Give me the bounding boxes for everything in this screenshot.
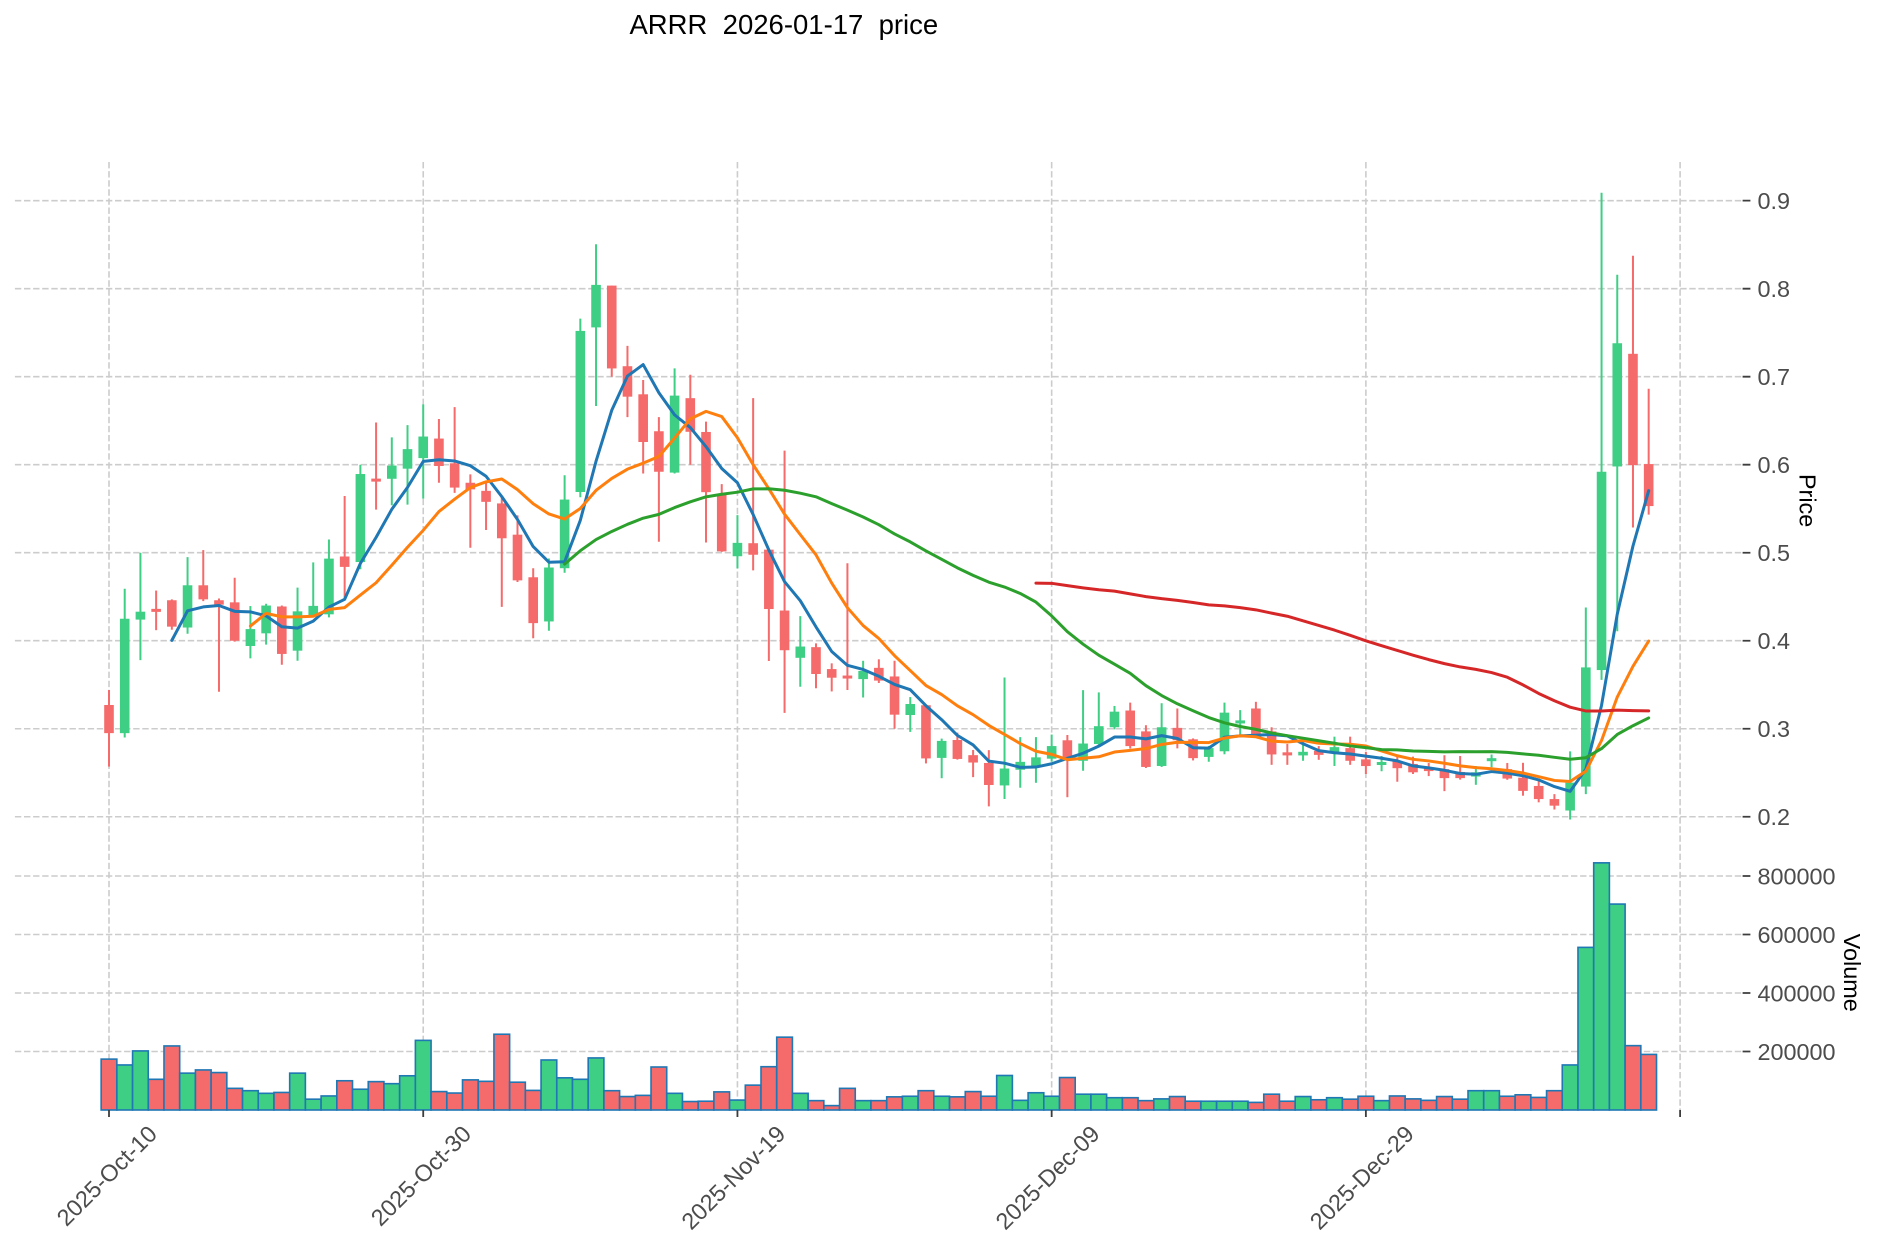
- svg-text:ARRR 2026-01-17 price: ARRR 2026-01-17 price: [629, 9, 938, 40]
- svg-text:400000: 400000: [1758, 980, 1836, 1006]
- svg-text:0.4: 0.4: [1758, 628, 1791, 654]
- svg-text:Price: Price: [1795, 474, 1821, 527]
- svg-text:0.2: 0.2: [1758, 804, 1791, 830]
- svg-text:0.3: 0.3: [1758, 716, 1791, 742]
- svg-text:0.8: 0.8: [1758, 276, 1791, 302]
- svg-text:800000: 800000: [1758, 863, 1836, 889]
- svg-text:200000: 200000: [1758, 1039, 1836, 1065]
- svg-text:Volume: Volume: [1839, 934, 1865, 1012]
- svg-text:0.9: 0.9: [1758, 188, 1791, 214]
- svg-text:0.5: 0.5: [1758, 540, 1791, 566]
- svg-text:0.7: 0.7: [1758, 364, 1791, 390]
- svg-text:0.6: 0.6: [1758, 452, 1791, 478]
- svg-text:600000: 600000: [1758, 922, 1836, 948]
